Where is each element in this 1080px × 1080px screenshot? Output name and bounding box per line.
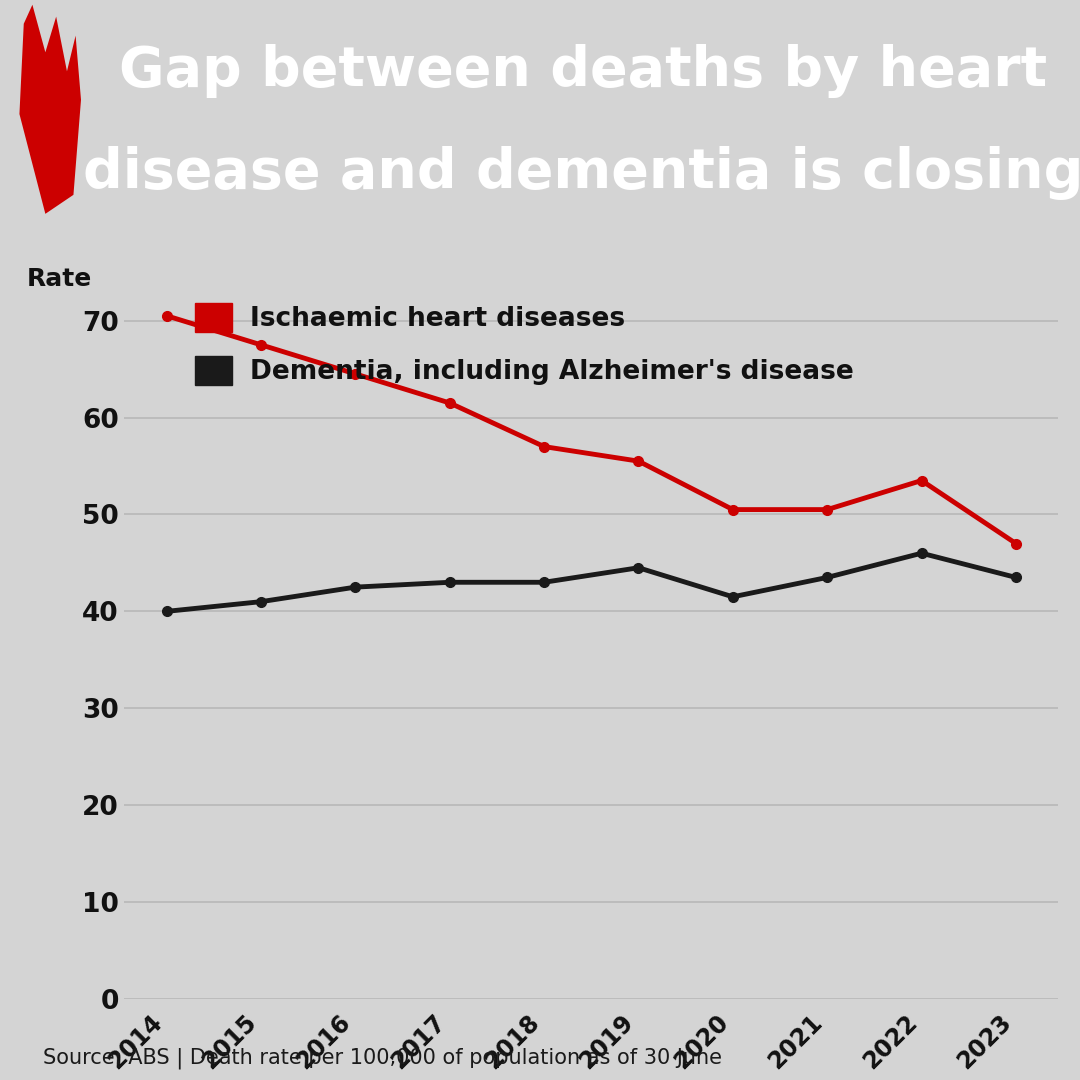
Text: disease and dementia is closing: disease and dementia is closing	[83, 147, 1080, 201]
Polygon shape	[19, 4, 81, 214]
Text: Gap between deaths by heart: Gap between deaths by heart	[119, 44, 1048, 98]
Text: Source: ABS | Death rate per 100,000 of population as of 30 June: Source: ABS | Death rate per 100,000 of …	[43, 1048, 723, 1069]
Legend: Ischaemic heart diseases, Dementia, including Alzheimer's disease: Ischaemic heart diseases, Dementia, incl…	[184, 293, 864, 396]
Text: Rate: Rate	[27, 267, 92, 291]
